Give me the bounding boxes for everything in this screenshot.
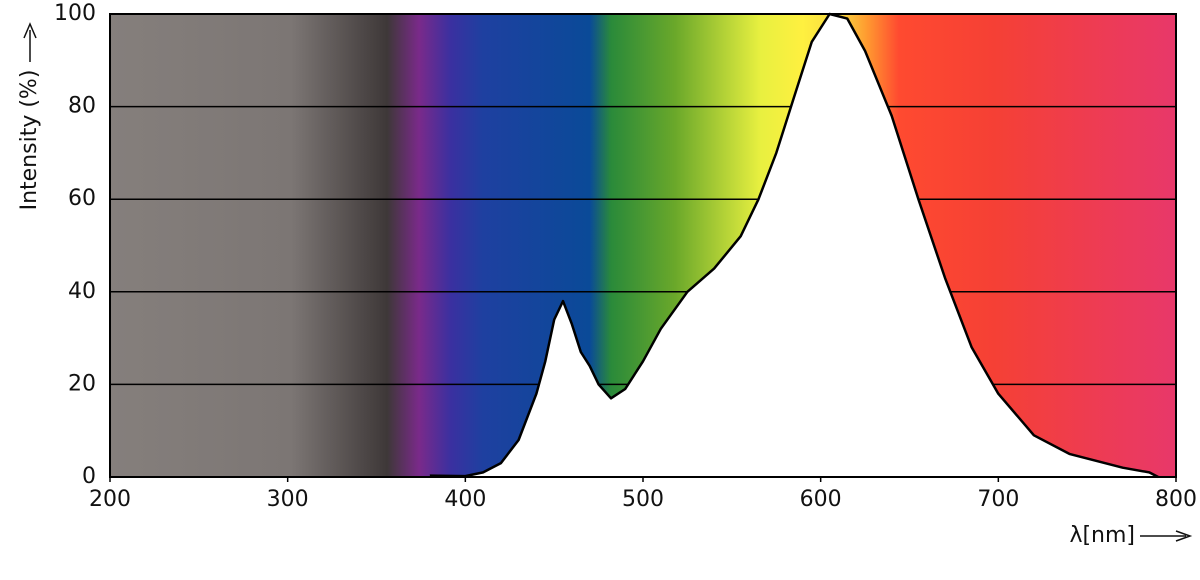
y-axis-label: Intensity (%) bbox=[17, 70, 42, 211]
x-tick-label: 200 bbox=[89, 487, 131, 512]
x-axis-label: λ[nm] bbox=[1069, 523, 1135, 548]
y-tick-label: 60 bbox=[68, 186, 96, 211]
y-tick-label: 20 bbox=[68, 371, 96, 396]
x-tick-label: 300 bbox=[267, 487, 309, 512]
y-axis-arrow bbox=[23, 22, 37, 62]
y-tick-label: 0 bbox=[82, 464, 96, 489]
line bbox=[429, 12, 1159, 479]
x-tick-label: 700 bbox=[977, 487, 1019, 512]
y-tick-label: 40 bbox=[68, 279, 96, 304]
x-tick-label: 500 bbox=[622, 487, 664, 512]
x-axis-arrow bbox=[1140, 530, 1193, 542]
y-tick-label: 80 bbox=[68, 94, 96, 119]
x-tick-label: 800 bbox=[1155, 487, 1197, 512]
x-tick-label: 400 bbox=[444, 487, 486, 512]
area-fill bbox=[429, 14, 1159, 477]
x-tick-label: 600 bbox=[800, 487, 842, 512]
y-tick-label: 100 bbox=[54, 1, 96, 26]
